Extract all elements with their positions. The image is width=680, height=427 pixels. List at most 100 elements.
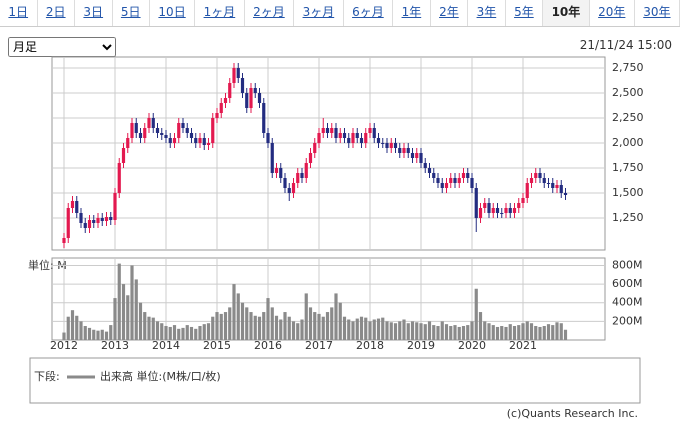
candle-body	[75, 201, 79, 213]
period-tab[interactable]: 1日	[0, 0, 38, 26]
volume-bar	[249, 312, 253, 340]
candle-body	[534, 173, 538, 178]
volume-bar	[342, 316, 347, 340]
volume-bar	[185, 325, 189, 340]
volume-bar	[92, 329, 96, 340]
period-tabs: 1日 2日 3日 5日 10日 1ヶ月 2ヶ月 3ヶ月 6ヶ月 1年 2年 3年 5年 10年 20年 30年	[0, 0, 680, 27]
volume-bar	[70, 310, 75, 340]
volume-bar	[164, 326, 168, 340]
volume-bar	[240, 302, 245, 340]
volume-bar	[215, 312, 219, 340]
volume-bar	[79, 321, 83, 340]
volume-bar	[300, 319, 304, 340]
volume-bar	[393, 323, 398, 340]
period-tab[interactable]: 10日	[150, 0, 196, 26]
volume-bar	[398, 321, 402, 340]
volume-bar	[96, 330, 100, 340]
volume-bar	[508, 324, 512, 340]
candle-body	[376, 138, 381, 143]
volume-bar	[126, 295, 130, 340]
volume-bar	[551, 325, 555, 340]
period-tab[interactable]: 3ヶ月	[294, 0, 344, 26]
period-tab[interactable]: 1ヶ月	[195, 0, 245, 26]
volume-bar	[466, 325, 470, 340]
volume-bar	[406, 323, 410, 340]
candle-body	[478, 208, 483, 218]
candle-body	[202, 138, 206, 145]
candle-body	[432, 173, 436, 178]
volume-bar	[495, 326, 500, 340]
x-tick-label: 2015	[203, 339, 231, 352]
candle-body	[457, 178, 461, 183]
period-tab[interactable]: 2ヶ月	[245, 0, 295, 26]
candle-body	[474, 188, 478, 218]
period-tab[interactable]: 2年	[431, 0, 469, 26]
volume-bar	[304, 293, 308, 340]
volume-bar	[355, 318, 359, 340]
period-tab[interactable]: 1年	[393, 0, 431, 26]
period-tab[interactable]: 3年	[468, 0, 506, 26]
candle-body	[449, 178, 453, 183]
candle-body	[134, 123, 138, 133]
volume-bar	[504, 326, 508, 340]
y-tick-label: 1,500	[612, 186, 644, 199]
volume-bar	[368, 321, 372, 340]
period-tab[interactable]: 5日	[113, 0, 150, 26]
volume-bar	[75, 315, 79, 340]
volume-bar	[338, 302, 342, 340]
candle-body	[266, 133, 270, 143]
volume-bar	[483, 321, 487, 340]
period-tab[interactable]: 10年	[543, 0, 590, 26]
candle-body	[461, 173, 466, 178]
x-tick-label: 2020	[458, 339, 486, 352]
candle-body	[415, 153, 419, 158]
candle-body	[113, 193, 117, 220]
candle-body	[232, 68, 236, 83]
period-tab[interactable]: 20年	[590, 0, 635, 26]
candle-body	[181, 123, 185, 128]
candle-body	[138, 133, 143, 138]
candle-body	[219, 103, 223, 113]
volume-bar	[427, 321, 432, 340]
volume-bar	[517, 325, 521, 340]
volume-bar	[449, 326, 453, 340]
volume-bar	[325, 312, 330, 340]
candle-body	[423, 163, 427, 168]
candle-body	[317, 133, 321, 143]
period-tab[interactable]: 2日	[38, 0, 75, 26]
volume-bar	[223, 312, 228, 340]
period-tab[interactable]: 30年	[635, 0, 680, 26]
candle-body	[185, 128, 189, 133]
candle-body	[66, 208, 70, 238]
period-tab[interactable]: 3日	[75, 0, 113, 26]
candle-body	[555, 185, 559, 188]
volume-bar	[202, 324, 206, 340]
candle-body	[211, 118, 215, 143]
candle-body	[347, 138, 351, 143]
volume-bar	[66, 316, 70, 340]
volume-bar	[432, 325, 436, 340]
y-tick-label: 600M	[612, 277, 643, 290]
candle-body	[87, 220, 92, 228]
volume-bar	[330, 307, 334, 340]
volume-bar	[232, 284, 236, 340]
volume-bar	[160, 323, 164, 340]
volume-bar	[313, 312, 317, 340]
volume-bar	[381, 317, 385, 340]
volume-bar	[198, 326, 202, 340]
volume-bar	[296, 323, 300, 340]
candle-body	[453, 178, 457, 183]
volume-bar	[402, 319, 406, 340]
period-select[interactable]: 月足	[8, 37, 116, 57]
candle-body	[198, 138, 202, 143]
candle-body	[172, 138, 177, 143]
volume-bar	[291, 321, 296, 340]
candle-body	[70, 201, 75, 208]
candle-body	[223, 98, 228, 103]
y-tick-label: 2,500	[612, 86, 644, 99]
period-tab[interactable]: 6ヶ月	[344, 0, 394, 26]
volume-bar	[287, 316, 291, 340]
period-tab[interactable]: 5年	[506, 0, 544, 26]
volume-bar	[521, 323, 525, 340]
